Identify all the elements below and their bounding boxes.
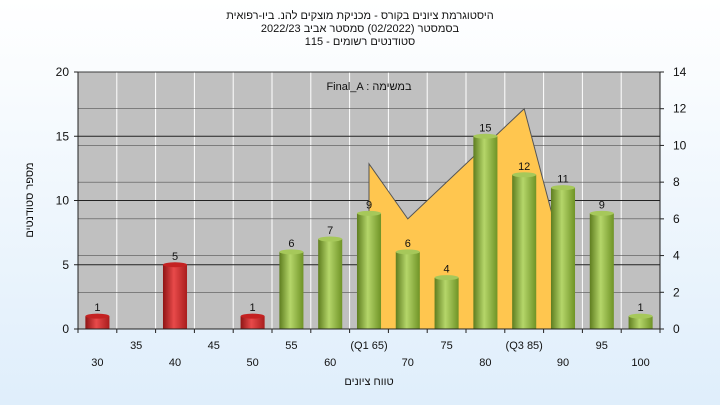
x-tick-label: 95 <box>596 340 608 352</box>
y2-tick-label: 10 <box>673 138 687 152</box>
x-tick-label: 90 <box>557 357 569 369</box>
bar-70 <box>395 251 420 329</box>
x-tick-label: 60 <box>324 357 336 369</box>
bar-30 <box>85 316 110 329</box>
y-tick-label: 5 <box>62 258 69 272</box>
bar-cap-40 <box>162 262 188 268</box>
x-tick-label: 35 <box>130 340 142 352</box>
data-label-70: 6 <box>405 238 411 250</box>
data-label-85: 12 <box>518 161 530 173</box>
y2-tick-label: 8 <box>673 175 680 189</box>
bar-55 <box>279 251 304 329</box>
bar-cap-75 <box>434 275 459 281</box>
data-label-95: 9 <box>599 199 605 211</box>
bar-cap-30 <box>85 313 110 319</box>
x-axis-label: טווח ציונים <box>344 376 393 388</box>
x-tick-label: 30 <box>91 357 103 369</box>
y-axis-right: 0 2 4 6 8 10 12 14 <box>659 65 687 336</box>
y-tick-label: 0 <box>62 322 69 336</box>
y-tick-label: 20 <box>56 65 70 79</box>
y2-tick-label: 6 <box>673 212 680 226</box>
data-label-100: 1 <box>638 302 644 314</box>
y2-tick-label: 0 <box>673 322 680 336</box>
data-label-50: 1 <box>250 302 256 314</box>
bar-cap-100 <box>628 313 653 319</box>
bar-85 <box>512 174 537 329</box>
chart-title-line-2: בסמסטר (02/2022) סמסטר אביב 2022/23 <box>260 23 460 35</box>
chart-title-line-1: היסטוגרמת ציונים בקורס - מכניקת מוצקים ל… <box>226 10 494 22</box>
data-label-65: 9 <box>366 199 372 211</box>
y2-tick-label: 4 <box>673 249 680 263</box>
x-tick-label: 80 <box>479 357 491 369</box>
bars <box>85 133 653 329</box>
data-label-40: 5 <box>172 251 178 263</box>
bar-cap-50 <box>240 313 265 319</box>
bar-90 <box>550 187 576 329</box>
x-tick-label: 70 <box>402 357 414 369</box>
x-tick-label: 50 <box>246 357 258 369</box>
y-axis-left: 0 5 10 15 20 <box>56 65 79 336</box>
bar-65 <box>356 213 382 329</box>
bar-cap-60 <box>318 236 343 242</box>
bar-40 <box>162 264 188 329</box>
x-tick-label: 40 <box>169 357 181 369</box>
bar-80 <box>473 136 498 329</box>
x-tick-label: (Q1 65) <box>350 340 387 352</box>
bar-100 <box>628 316 653 329</box>
x-tick-label: 100 <box>631 357 649 369</box>
x-tick-label: 55 <box>285 340 297 352</box>
bar-75 <box>434 277 459 329</box>
y2-tick-label: 12 <box>673 102 687 116</box>
bar-cap-55 <box>279 249 304 255</box>
y-tick-label: 15 <box>56 129 70 143</box>
bar-50 <box>240 316 265 329</box>
data-label-55: 6 <box>288 238 294 250</box>
x-axis: 30 40 50 60 70 80 90 100 35 45 55 (Q1 65) 75 (Q3 85) 9… <box>77 328 661 369</box>
data-label-30: 1 <box>94 302 100 314</box>
data-label-90: 11 <box>557 174 568 186</box>
chart-title-line-3: סטודנטים רשומים - 115 <box>304 36 416 48</box>
x-tick-label: 45 <box>208 340 220 352</box>
chart-subtitle: Final_A : במשימה <box>326 81 412 93</box>
x-tick-label: 75 <box>440 340 452 352</box>
bar-cap-90 <box>550 185 576 191</box>
data-label-80: 15 <box>479 122 491 134</box>
bar-cap-70 <box>395 249 420 255</box>
y-tick-label: 10 <box>56 194 70 208</box>
data-label-60: 7 <box>327 225 333 237</box>
data-label-75: 4 <box>444 264 450 276</box>
x-tick-label: (Q3 85) <box>506 340 543 352</box>
y2-tick-label: 14 <box>673 65 687 79</box>
bar-cap-95 <box>589 210 614 216</box>
bar-cap-65 <box>356 210 382 216</box>
bar-cap-85 <box>512 172 537 178</box>
y-axis-label: מספר סטודנטים <box>24 162 36 237</box>
bar-cap-80 <box>473 133 498 139</box>
bar-60 <box>318 239 343 329</box>
y2-tick-label: 2 <box>673 285 680 299</box>
bar-95 <box>589 213 614 329</box>
